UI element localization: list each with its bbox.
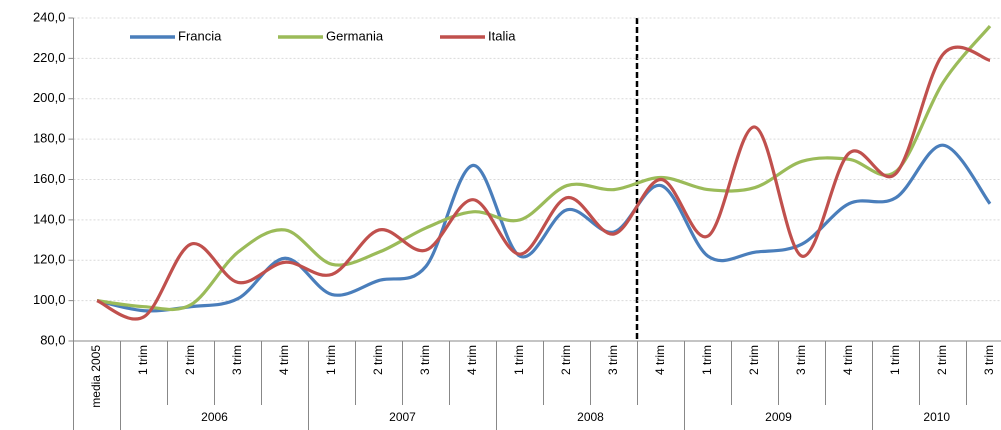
y-tick-label: 200,0 [33,90,66,105]
y-tick-label: 120,0 [33,252,66,267]
y-tick-label: 160,0 [33,171,66,186]
group-label: 2009 [765,410,792,424]
group-label: 2008 [577,410,604,424]
series-line [96,143,992,313]
x-tick-label: 1 trim [136,345,150,375]
x-tick-label: 3 trim [230,345,244,375]
x-tick-label: 4 trim [841,345,855,375]
x-tick-label: 3 trim [418,345,432,375]
legend-label: Italia [488,28,516,43]
x-tick-label: 4 trim [653,345,667,375]
x-tick-label: 1 trim [512,345,526,375]
y-tick-label: 180,0 [33,131,66,146]
x-tick-label: 1 trim [700,345,714,375]
legend-label: Germania [326,28,384,43]
x-tick-label: 2 trim [183,345,197,375]
x-tick-label: 4 trim [277,345,291,375]
y-tick-label: 220,0 [33,50,66,65]
x-tick-label: 3 trim [606,345,620,375]
x-tick-label: 2 trim [747,345,761,375]
y-tick-label: 240,0 [33,9,66,24]
group-label: 2010 [923,410,950,424]
x-tick-label: 3 trim [794,345,808,375]
x-tick-label: 1 trim [888,345,902,375]
x-tick-label: 2 trim [559,345,573,375]
y-tick-label: 140,0 [33,211,66,226]
x-tick-label: 2 trim [371,345,385,375]
x-tick-label: 2 trim [935,345,949,375]
x-tick-label: 4 trim [465,345,479,375]
x-tick-label: 3 trim [982,345,996,375]
series-line [96,45,991,321]
series-line [96,25,992,312]
y-tick-label: 80,0 [40,332,65,347]
legend-label: Francia [178,28,222,43]
y-tick-label: 100,0 [33,292,66,307]
group-label: 2006 [201,410,228,424]
x-tick-label: 1 trim [324,345,338,375]
x-tick-label: media 2005 [89,345,103,408]
group-label: 2007 [389,410,416,424]
